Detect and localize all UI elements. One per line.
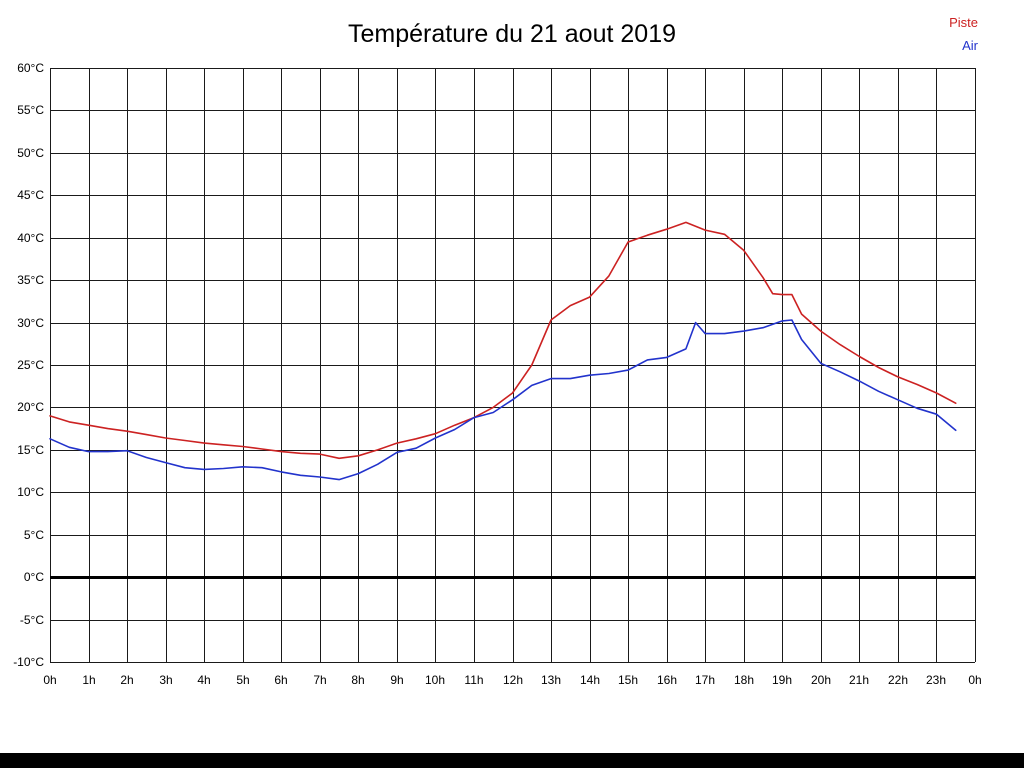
x-tick-label: 15h bbox=[618, 673, 638, 687]
x-tick-label: 14h bbox=[580, 673, 600, 687]
chart-canvas: 0h 1h 2h 3h 4h 5h 6h 7h 8h 9h 10h 11h 12h 13h 14h 15h 16… bbox=[13, 61, 981, 687]
x-tick-label: 23h bbox=[926, 673, 946, 687]
x-tick-label: 3h bbox=[159, 673, 172, 687]
x-tick-label: 12h bbox=[503, 673, 523, 687]
x-tick-label: 0h bbox=[43, 673, 56, 687]
x-tick-label: 9h bbox=[390, 673, 403, 687]
y-tick-label: -5°C bbox=[20, 613, 44, 627]
chart-title: Température du 21 aout 2019 bbox=[347, 20, 676, 48]
y-tick-label: 20°C bbox=[17, 400, 44, 414]
y-tick-label: 45°C bbox=[17, 188, 44, 202]
y-tick-label: 60°C bbox=[17, 61, 44, 75]
x-tick-label: 10h bbox=[425, 673, 445, 687]
legend: Piste Air bbox=[949, 11, 978, 57]
bottom-bar bbox=[0, 753, 1024, 768]
x-tick-label: 8h bbox=[351, 673, 364, 687]
x-tick-label: 16h bbox=[657, 673, 677, 687]
y-tick-label: 50°C bbox=[17, 146, 44, 160]
y-tick-label: 0°C bbox=[24, 570, 44, 584]
air-line bbox=[49, 319, 957, 481]
x-tick-label: 5h bbox=[236, 673, 249, 687]
y-tick-label: 10°C bbox=[17, 485, 44, 499]
piste-line bbox=[49, 221, 957, 460]
x-tick-label: 22h bbox=[888, 673, 908, 687]
y-tick-label: 25°C bbox=[17, 358, 44, 372]
y-tick-label: 55°C bbox=[17, 103, 44, 117]
y-tick-label: -10°C bbox=[13, 655, 44, 669]
y-tick-label: 40°C bbox=[17, 231, 44, 245]
y-tick-label: 15°C bbox=[17, 443, 44, 457]
x-tick-label: 6h bbox=[274, 673, 287, 687]
legend-item-air: Air bbox=[962, 38, 978, 53]
y-tick-label: 30°C bbox=[17, 316, 44, 330]
x-tick-label: 20h bbox=[811, 673, 831, 687]
y-tick-label: 35°C bbox=[17, 273, 44, 287]
x-tick-label: 0h bbox=[968, 673, 981, 687]
x-tick-label: 7h bbox=[313, 673, 326, 687]
x-tick-label: 4h bbox=[197, 673, 210, 687]
x-tick-label: 19h bbox=[772, 673, 792, 687]
x-tick-label: 2h bbox=[120, 673, 133, 687]
x-tick-label: 17h bbox=[695, 673, 715, 687]
x-tick-label: 11h bbox=[464, 673, 483, 687]
x-tick-label: 21h bbox=[849, 673, 869, 687]
x-tick-label: 18h bbox=[734, 673, 754, 687]
x-tick-label: 1h bbox=[82, 673, 95, 687]
x-tick-label: 13h bbox=[541, 673, 561, 687]
y-tick-label: 5°C bbox=[24, 528, 44, 542]
legend-item-piste: Piste bbox=[949, 15, 978, 30]
